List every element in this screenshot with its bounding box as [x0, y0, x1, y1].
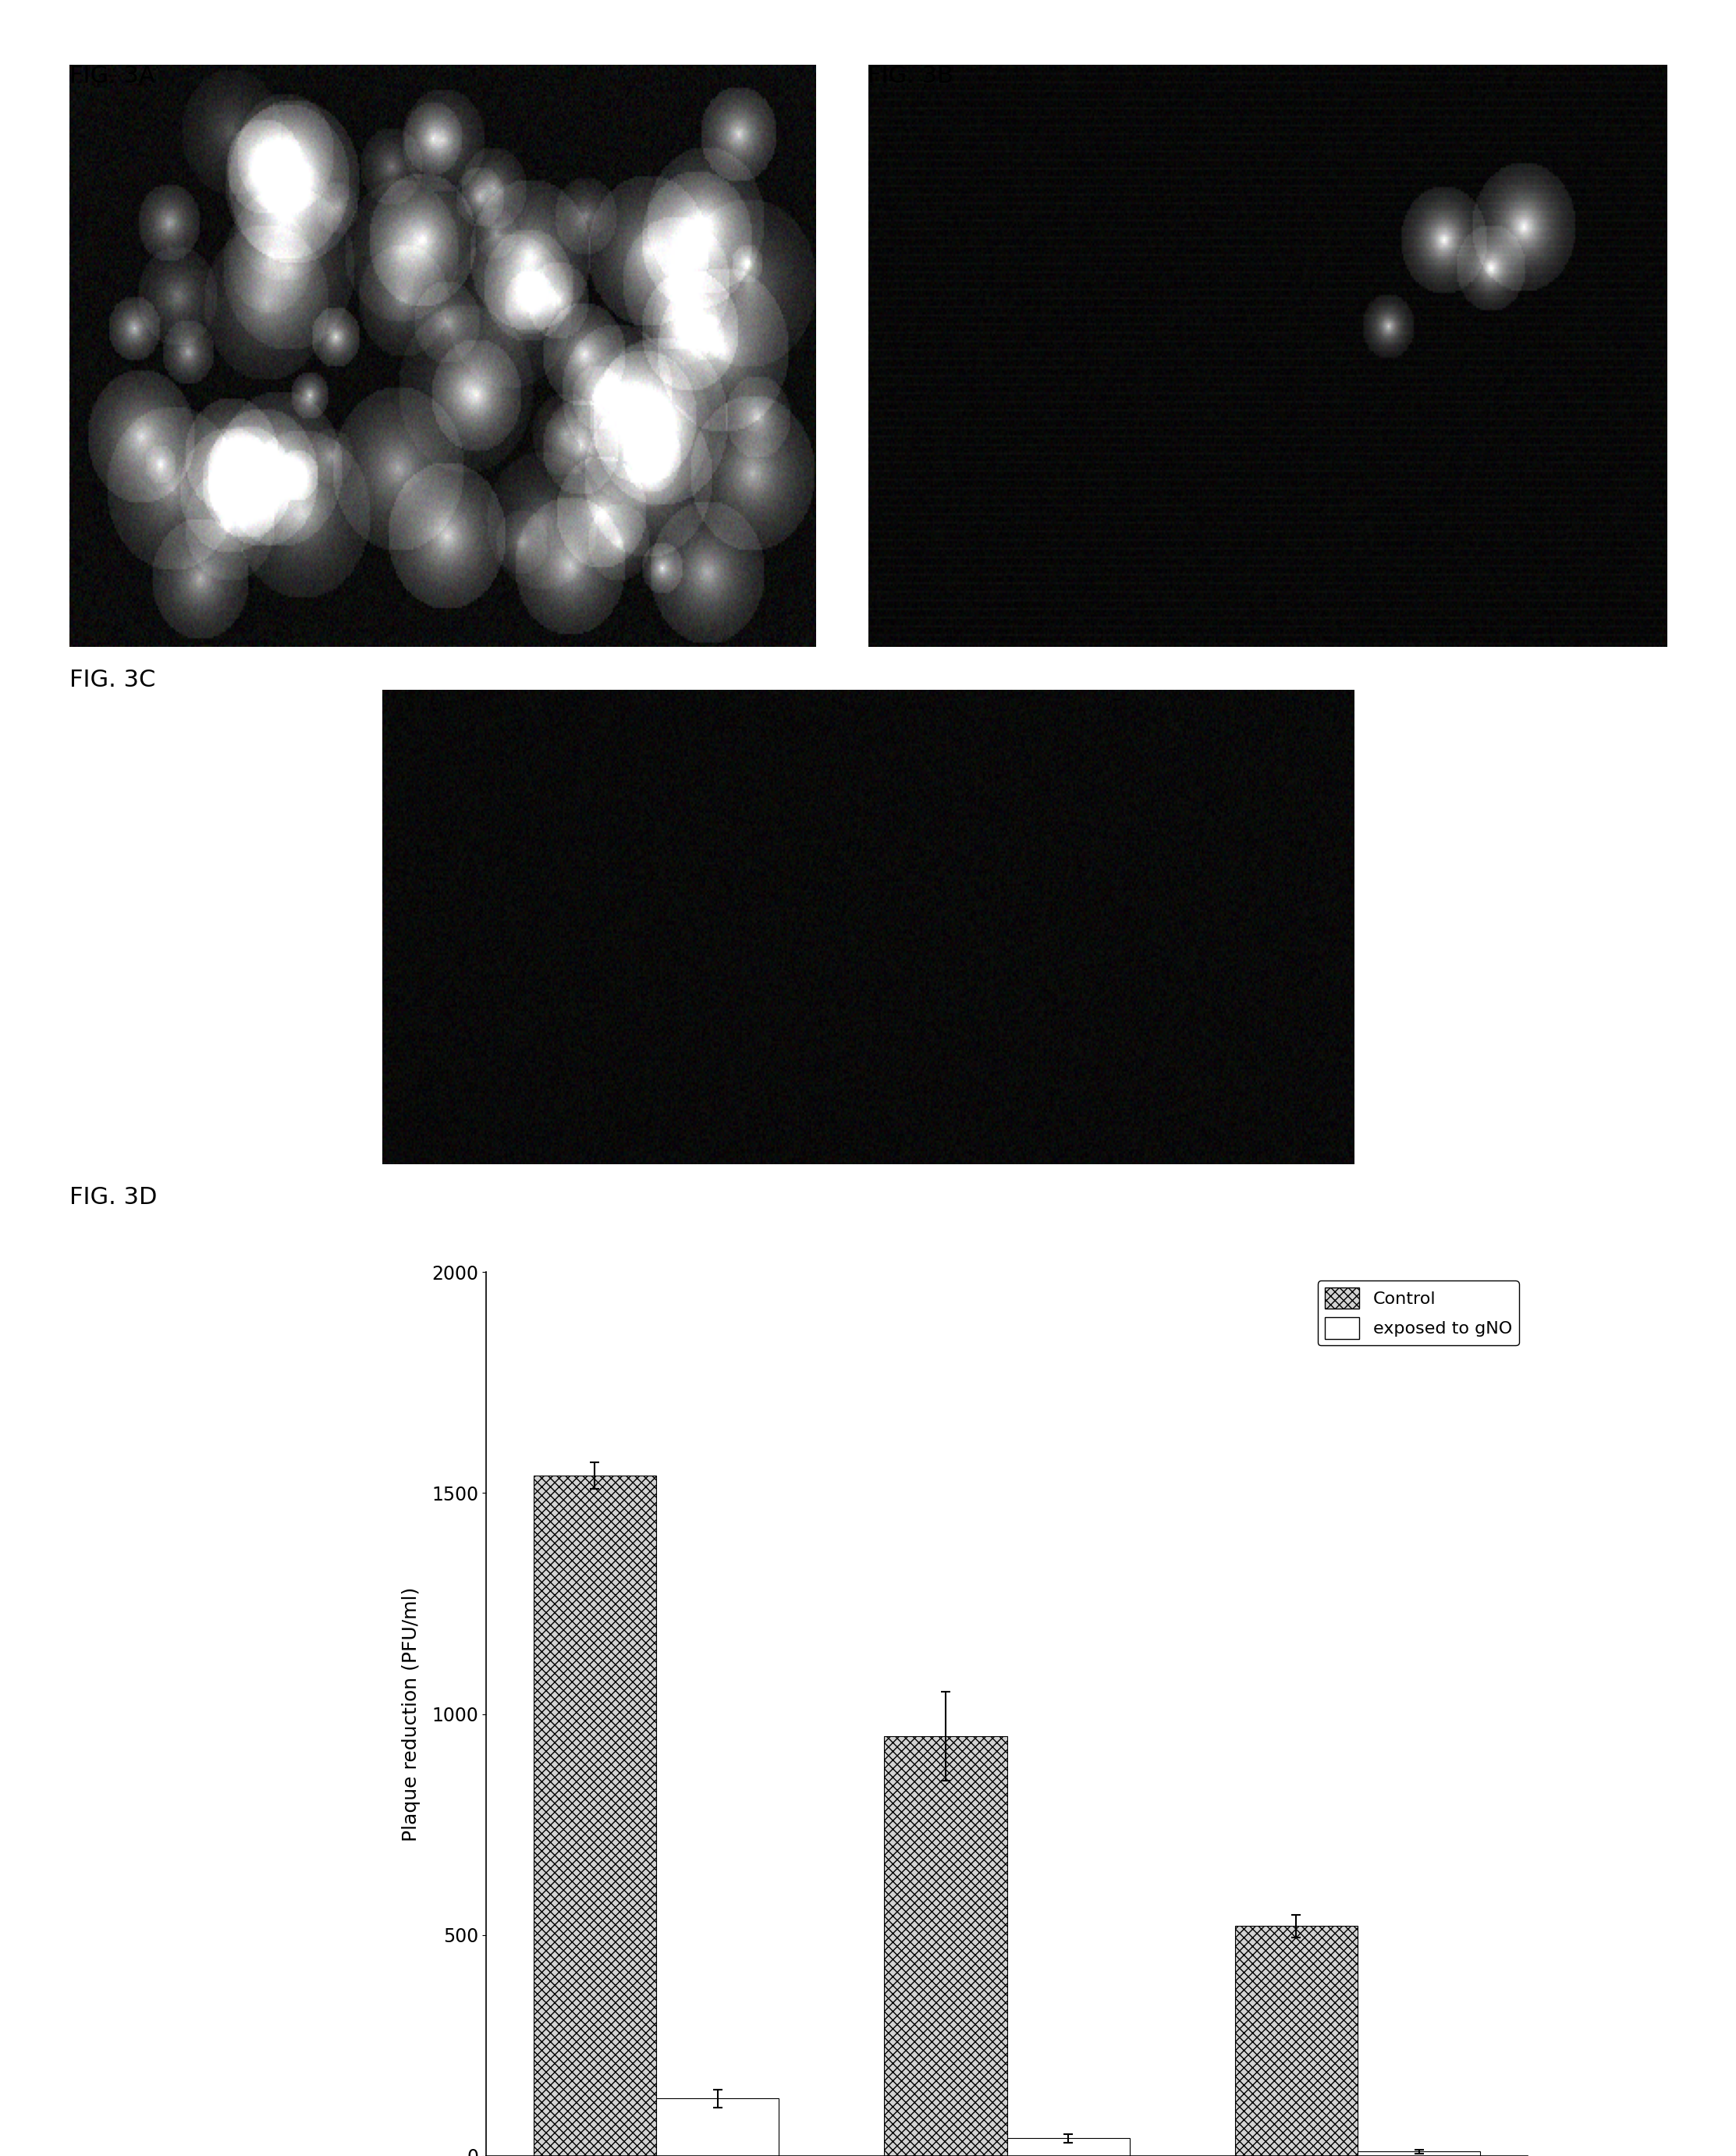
Bar — [1358, 2152, 1481, 2156]
Legend: Control, exposed to gNO: Control, exposed to gNO — [1318, 1281, 1519, 1345]
Text: FIG. 3D: FIG. 3D — [69, 1186, 158, 1207]
Bar — [533, 1475, 656, 2156]
Text: FIG. 3B: FIG. 3B — [868, 65, 953, 86]
Bar — [656, 2098, 779, 2156]
Text: FIG. 3C: FIG. 3C — [69, 668, 156, 690]
Y-axis label: Plaque reduction (PFU/ml): Plaque reduction (PFU/ml) — [403, 1587, 420, 1841]
Bar — [1007, 2139, 1130, 2156]
Bar — [1234, 1925, 1358, 2156]
Bar — [884, 1736, 1007, 2156]
Text: FIG. 3A: FIG. 3A — [69, 65, 155, 86]
